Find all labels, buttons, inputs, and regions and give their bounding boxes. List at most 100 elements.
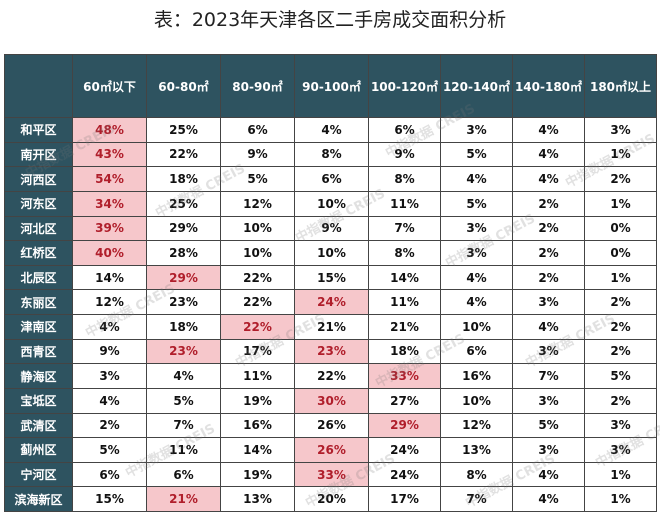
share-cell: 9%	[220, 141, 295, 168]
share-cell: 2%	[584, 166, 657, 192]
column-header: 60㎡以下	[72, 54, 147, 118]
share-cell: 22%	[220, 314, 295, 340]
share-cell: 24%	[294, 289, 369, 315]
share-cell: 20%	[294, 486, 369, 512]
share-cell: 5%	[220, 166, 295, 192]
table-row: 河北区 39% 29% 10% 9% 7% 3% 2% 0%	[4, 215, 657, 242]
share-cell: 7%	[368, 215, 441, 242]
share-cell: 14%	[72, 264, 147, 291]
share-cell: 11%	[220, 363, 295, 389]
district-label: 南开区	[4, 141, 73, 168]
share-cell: 11%	[146, 437, 221, 463]
table-body: 和平区 48% 25% 6% 4% 6% 3% 4% 3% 南开区 43% 22% 9% 8% 9% 5% 4%…	[4, 117, 657, 512]
share-cell: 13%	[220, 486, 295, 512]
share-cell: 23%	[146, 289, 221, 315]
share-cell: 0%	[584, 215, 657, 242]
share-cell: 18%	[146, 166, 221, 192]
share-cell: 2%	[72, 412, 147, 439]
share-cell: 9%	[72, 338, 147, 365]
share-cell: 16%	[220, 412, 295, 439]
table-row: 宁河区 6% 6% 19% 33% 24% 8% 4% 1%	[4, 461, 657, 488]
share-cell: 2%	[512, 240, 585, 266]
share-cell: 12%	[220, 190, 295, 217]
share-cell: 1%	[584, 486, 657, 512]
share-cell: 4%	[512, 486, 585, 512]
share-cell: 43%	[72, 141, 147, 168]
share-cell: 15%	[294, 264, 369, 291]
share-cell: 9%	[294, 215, 369, 242]
chart-title: 表：2023年天津各区二手房成交面积分析	[153, 9, 507, 31]
table-row: 和平区 48% 25% 6% 4% 6% 3% 4% 3%	[4, 117, 657, 143]
share-cell: 10%	[294, 240, 369, 266]
share-cell: 26%	[294, 412, 369, 439]
table-row: 红桥区 40% 28% 10% 10% 8% 3% 2% 0%	[4, 240, 657, 266]
share-cell: 22%	[220, 264, 295, 291]
share-cell: 3%	[440, 215, 513, 242]
district-label: 河北区	[4, 215, 73, 242]
share-cell: 8%	[440, 461, 513, 488]
share-cell: 4%	[440, 264, 513, 291]
table-row: 宝坻区 4% 5% 19% 30% 27% 10% 3% 2%	[4, 387, 657, 414]
share-cell: 40%	[72, 240, 147, 266]
share-cell: 8%	[368, 166, 441, 192]
table-row: 河西区 54% 18% 5% 6% 8% 4% 4% 2%	[4, 166, 657, 192]
district-label: 红桥区	[4, 240, 73, 266]
share-cell: 6%	[440, 338, 513, 365]
share-cell: 6%	[368, 117, 441, 143]
share-cell: 14%	[368, 264, 441, 291]
share-cell: 4%	[440, 166, 513, 192]
share-cell: 0%	[584, 240, 657, 266]
table-row: 北辰区 14% 29% 22% 15% 14% 4% 2% 1%	[4, 264, 657, 291]
share-cell: 12%	[72, 289, 147, 315]
share-cell: 3%	[512, 387, 585, 414]
district-label: 河西区	[4, 166, 73, 192]
share-cell: 2%	[512, 215, 585, 242]
table-row: 滨海新区 15% 21% 13% 20% 17% 7% 4% 1%	[4, 486, 657, 512]
share-cell: 4%	[294, 117, 369, 143]
district-label: 和平区	[4, 117, 73, 143]
share-cell: 22%	[146, 141, 221, 168]
share-cell: 3%	[584, 412, 657, 439]
share-cell: 3%	[440, 240, 513, 266]
share-cell: 1%	[584, 461, 657, 488]
share-cell: 6%	[72, 461, 147, 488]
column-header: 180㎡以上	[584, 54, 657, 118]
share-cell: 10%	[220, 215, 295, 242]
district-label: 东丽区	[4, 289, 73, 315]
share-cell: 5%	[440, 190, 513, 217]
share-cell: 5%	[512, 412, 585, 439]
share-cell: 21%	[368, 314, 441, 340]
share-cell: 12%	[440, 412, 513, 439]
share-cell: 14%	[220, 437, 295, 463]
share-cell: 22%	[294, 363, 369, 389]
share-cell: 29%	[146, 215, 221, 242]
share-cell: 4%	[512, 117, 585, 143]
share-cell: 19%	[220, 387, 295, 414]
share-cell: 8%	[368, 240, 441, 266]
share-cell: 1%	[584, 264, 657, 291]
share-cell: 10%	[220, 240, 295, 266]
share-cell: 4%	[440, 289, 513, 315]
district-label: 宝坻区	[4, 387, 73, 414]
share-cell: 33%	[368, 363, 441, 389]
share-cell: 2%	[512, 264, 585, 291]
share-cell: 2%	[584, 387, 657, 414]
share-cell: 2%	[584, 289, 657, 315]
share-cell: 3%	[584, 117, 657, 143]
share-cell: 24%	[368, 437, 441, 463]
share-cell: 24%	[368, 461, 441, 488]
share-cell: 3%	[512, 338, 585, 365]
column-header: 80-90㎡	[220, 54, 295, 118]
district-label: 津南区	[4, 314, 73, 340]
share-cell: 3%	[512, 437, 585, 463]
share-cell: 10%	[440, 387, 513, 414]
district-label: 宁河区	[4, 461, 73, 488]
column-header: 140-180㎡	[512, 54, 585, 118]
share-cell: 25%	[146, 117, 221, 143]
column-header: 120-140㎡	[440, 54, 513, 118]
table-row: 南开区 43% 22% 9% 8% 9% 5% 4% 1%	[4, 141, 657, 168]
share-cell: 7%	[512, 363, 585, 389]
district-label: 西青区	[4, 338, 73, 365]
share-cell: 4%	[512, 166, 585, 192]
share-cell: 6%	[294, 166, 369, 192]
